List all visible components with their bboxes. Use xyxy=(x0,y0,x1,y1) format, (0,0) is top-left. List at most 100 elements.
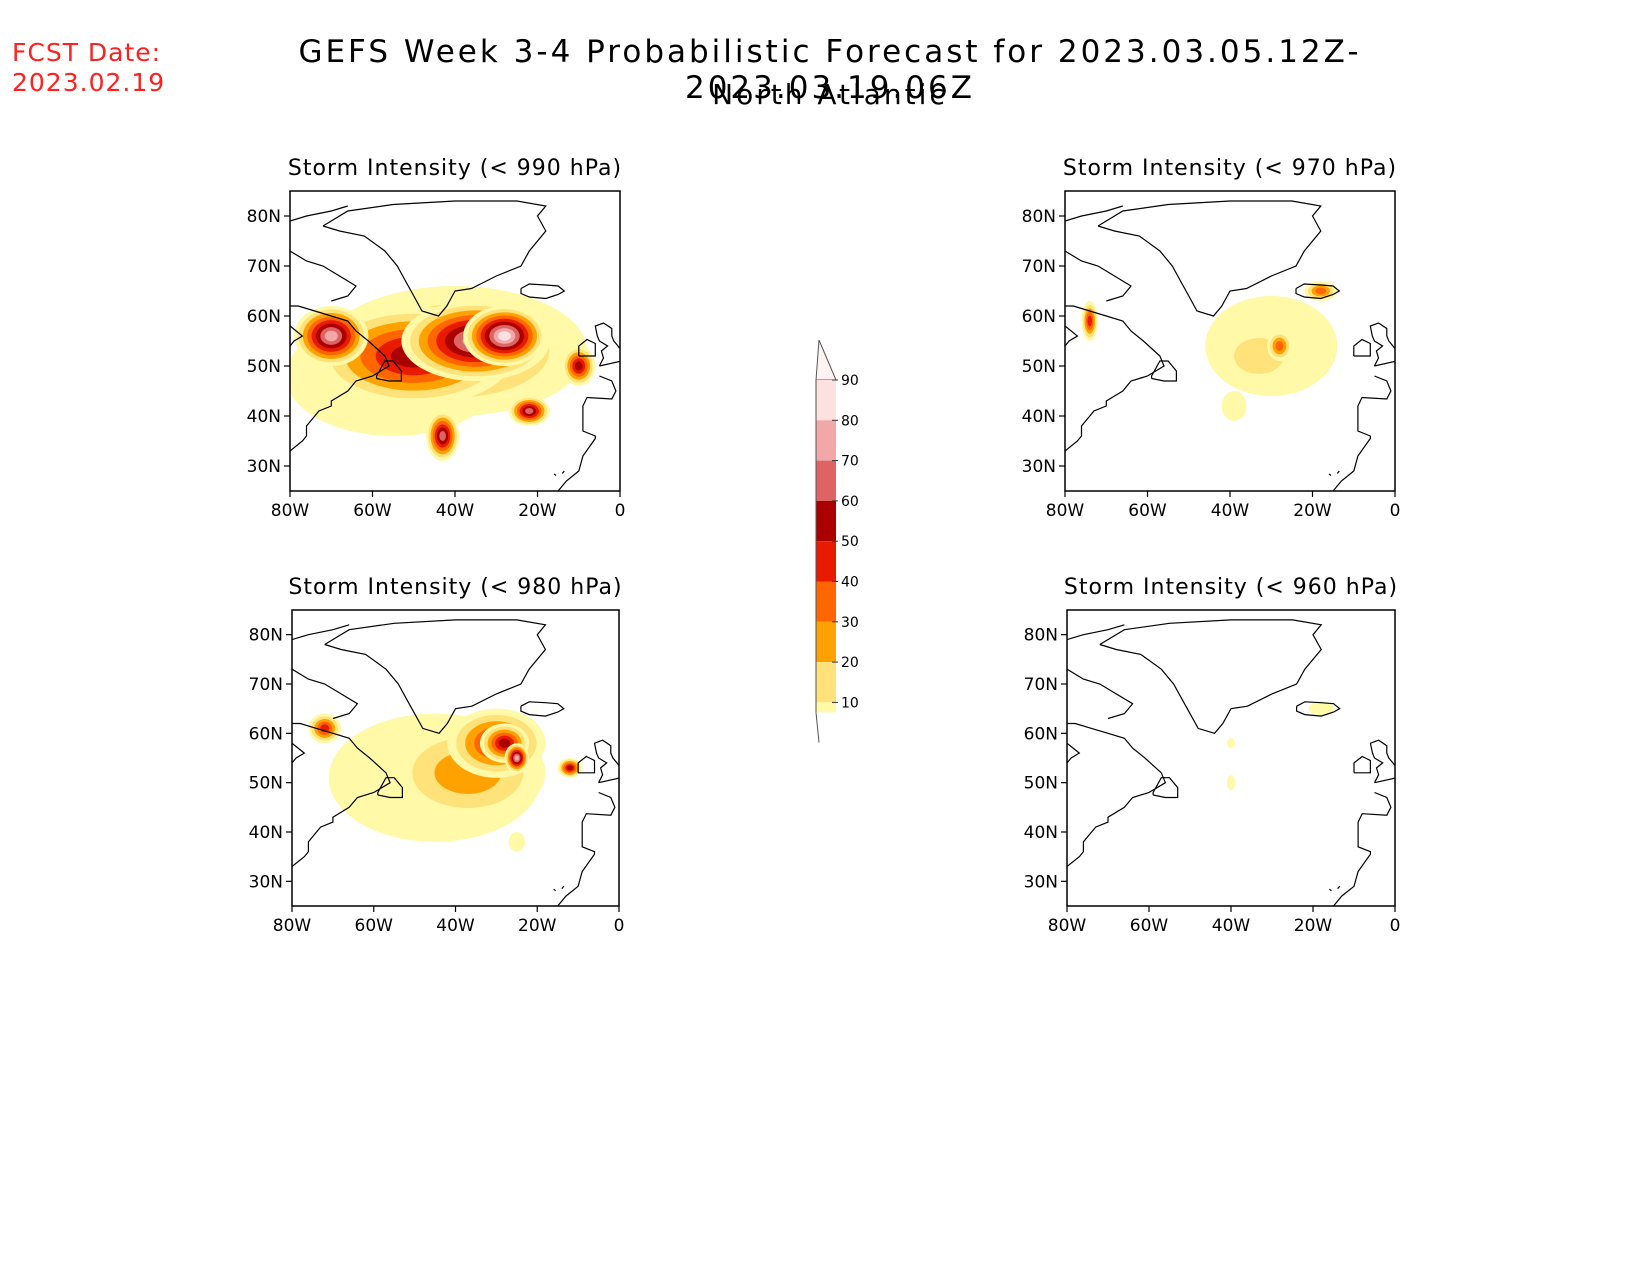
coastline xyxy=(1067,742,1081,764)
coastline xyxy=(290,325,304,347)
colorbar-label: 80 xyxy=(841,413,859,429)
colorbar-swatch xyxy=(816,581,836,622)
coastline xyxy=(577,755,596,774)
panel-title: Storm Intensity (< 970 hPa) xyxy=(1063,156,1397,181)
coastline xyxy=(1369,322,1395,367)
coastline xyxy=(1067,668,1134,720)
coastline xyxy=(1099,619,1323,734)
probability-shading xyxy=(308,708,583,852)
lon-tick-label: 80W xyxy=(1046,501,1085,521)
lon-tick-label: 20W xyxy=(1294,916,1333,936)
map-frame xyxy=(1066,609,1396,907)
lon-tick-label: 60W xyxy=(1130,916,1169,936)
lon-tick-label: 80W xyxy=(271,501,310,521)
probability-contour xyxy=(514,755,519,761)
coastline xyxy=(1065,325,1079,347)
probability-contour xyxy=(1226,738,1236,749)
coastline xyxy=(578,338,596,357)
coastlines xyxy=(1065,200,1395,491)
lat-tick-label: 40N xyxy=(247,407,281,427)
lat-tick-label: 50N xyxy=(1022,357,1056,377)
coastline xyxy=(1065,250,1132,302)
lat-tick-label: 60N xyxy=(249,724,283,744)
coastline xyxy=(1353,338,1371,357)
coastline xyxy=(561,885,565,890)
probability-contour xyxy=(1315,287,1327,295)
coastline xyxy=(553,473,557,476)
coastline xyxy=(324,619,547,734)
probability-contour xyxy=(497,331,512,341)
lon-tick-label: 40W xyxy=(1212,916,1251,936)
probability-shading xyxy=(1081,281,1338,421)
map-panel-960: Storm Intensity (< 960 hPa) 80N 70N 60N 50N 4… xyxy=(1024,575,1401,936)
lat-tick-label: 80N xyxy=(1024,626,1058,646)
colorbar-label: 50 xyxy=(841,534,859,550)
coastline xyxy=(1097,200,1322,317)
forecast-date-label: FCST Date: 2023.02.19 xyxy=(12,38,165,98)
lat-tick-label: 40N xyxy=(1024,823,1058,843)
probability-contour xyxy=(525,408,534,414)
colorbar-label: 10 xyxy=(841,695,859,711)
lon-tick-label: 20W xyxy=(518,501,557,521)
lat-tick-label: 40N xyxy=(249,823,283,843)
map-panel-980: Storm Intensity (< 980 hPa) 80N 70N 60N 50N 4… xyxy=(249,575,625,936)
coastline xyxy=(1328,473,1332,476)
lon-tick-label: 40W xyxy=(436,916,475,936)
coastline xyxy=(553,888,556,892)
probability-contour xyxy=(1221,391,1247,421)
coastline xyxy=(292,722,391,867)
lon-tick-label: 0 xyxy=(1390,916,1401,936)
coastline xyxy=(292,742,306,764)
coastline xyxy=(594,322,620,367)
coastline xyxy=(290,205,348,222)
coastline xyxy=(1152,777,1179,799)
lon-tick-label: 40W xyxy=(436,501,475,521)
page-title: GEFS Week 3-4 Probabilistic Forecast for… xyxy=(298,34,1362,106)
panel-title: Storm Intensity (< 990 hPa) xyxy=(288,156,622,181)
panel-title: Storm Intensity (< 980 hPa) xyxy=(288,575,622,600)
lat-tick-label: 50N xyxy=(247,357,281,377)
lon-tick-label: 60W xyxy=(353,501,392,521)
lat-tick-label: 70N xyxy=(247,257,281,277)
lat-tick-label: 80N xyxy=(249,626,283,646)
lat-tick-label: 70N xyxy=(1022,257,1056,277)
coastline xyxy=(1296,701,1341,717)
coastline xyxy=(593,739,619,784)
lon-tick-label: 60W xyxy=(1128,501,1167,521)
coastline xyxy=(292,624,350,641)
probability-contour xyxy=(1308,701,1334,717)
lat-tick-label: 80N xyxy=(1022,207,1056,227)
lat-tick-label: 60N xyxy=(247,307,281,327)
coastline xyxy=(377,777,403,799)
coastline xyxy=(1369,739,1395,784)
coastline xyxy=(1067,722,1167,867)
colorbar-label: 90 xyxy=(841,373,859,389)
lon-tick-label: 80W xyxy=(1048,916,1087,936)
lon-tick-label: 0 xyxy=(615,501,626,521)
map-panel-990: Storm Intensity (< 990 hPa) 80N 70N 60N 50N 4… xyxy=(247,156,626,521)
colorbar-swatch xyxy=(816,500,836,542)
probability-contour xyxy=(498,738,511,748)
forecast-date-caption: FCST Date: xyxy=(12,38,162,67)
coastline xyxy=(1353,755,1371,774)
map-panel-970: Storm Intensity (< 970 hPa) 80N 70N 60N 50N 4… xyxy=(1022,156,1401,521)
lat-tick-label: 50N xyxy=(249,774,283,794)
lat-tick-label: 30N xyxy=(1022,457,1056,477)
coastline xyxy=(1295,283,1341,300)
lat-tick-label: 30N xyxy=(247,457,281,477)
colorbar-swatch xyxy=(816,662,836,703)
page-subtitle: North Atlantic xyxy=(712,78,948,111)
coastline xyxy=(557,375,617,491)
lat-tick-label: 30N xyxy=(249,872,283,892)
coastline xyxy=(1151,360,1177,382)
coastline xyxy=(1329,888,1332,892)
coastline xyxy=(1065,305,1165,452)
colorbar-label: 30 xyxy=(841,615,859,631)
coastline xyxy=(1067,624,1125,641)
colorbar-label: 60 xyxy=(841,494,859,510)
lat-tick-label: 60N xyxy=(1022,307,1056,327)
lat-tick-label: 50N xyxy=(1024,774,1058,794)
coastline xyxy=(561,470,565,474)
colorbar-cap-bottom xyxy=(815,712,820,743)
